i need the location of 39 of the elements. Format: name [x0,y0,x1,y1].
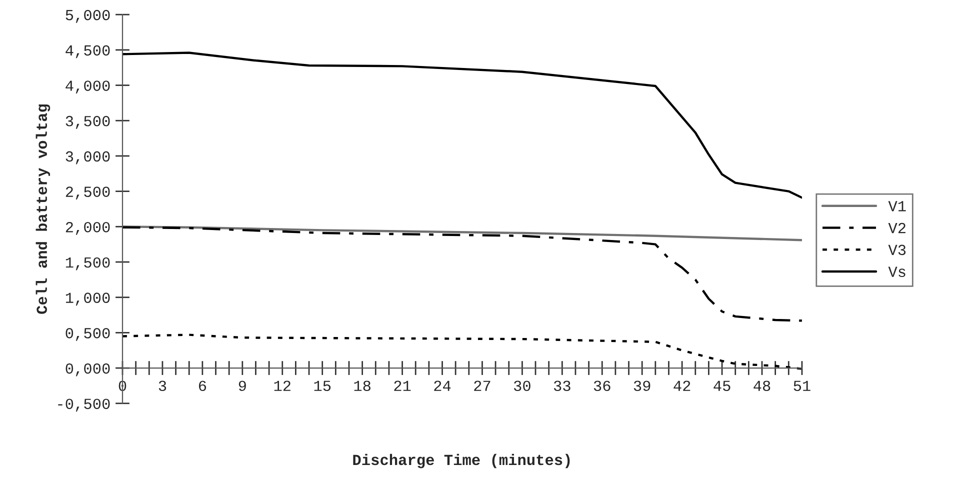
y-axis-title: Cell and battery voltag [36,104,50,314]
y-tick-label: 2,500 [66,186,110,200]
x-tick-label: 24 [434,380,451,391]
x-tick-label: 39 [634,380,650,392]
y-tick-label: 1,500 [66,257,110,270]
y-tick-label: 3,000 [66,151,110,164]
y-tick-label: 0,500 [66,328,110,341]
x-tick-label: 18 [354,380,370,392]
x-tick-label: 36 [594,380,610,392]
x-tick-label: 51 [794,380,810,392]
y-tick-label: 2,000 [66,222,110,235]
x-tick-label: 42 [674,380,690,391]
y-tick-label: 0,000 [66,363,110,376]
x-tick-label: 30 [514,380,530,392]
legend-label: Vs [888,266,906,278]
y-tick-label: 4,500 [66,45,110,58]
y-tick-label: 3,500 [66,116,110,129]
legend-label: V2 [888,222,906,234]
x-axis-title: Discharge Time (minutes) [353,454,570,468]
x-tick-label: 33 [554,380,570,392]
x-tick-label: 9 [238,380,246,392]
line-series [122,52,802,199]
x-tick-label: 21 [394,380,411,391]
x-tick-label: 12 [274,380,290,391]
legend-label: V1 [888,201,906,212]
x-tick-label: 48 [754,380,770,392]
x-tick-label: 45 [714,380,730,392]
line-series [122,226,802,322]
y-tick-label: -0,500 [58,398,110,412]
x-tick-label: 15 [314,380,331,392]
y-tick-label: 4,000 [66,80,110,94]
x-tick-label: 3 [158,380,166,392]
y-tick-label: 5,000 [66,10,110,23]
legend-label: V3 [888,244,906,256]
line-series [122,334,802,370]
x-tick-label: 6 [198,380,206,392]
line-series [122,226,802,242]
x-tick-label: 27 [474,380,490,391]
y-tick-label: 1,000 [66,292,110,306]
